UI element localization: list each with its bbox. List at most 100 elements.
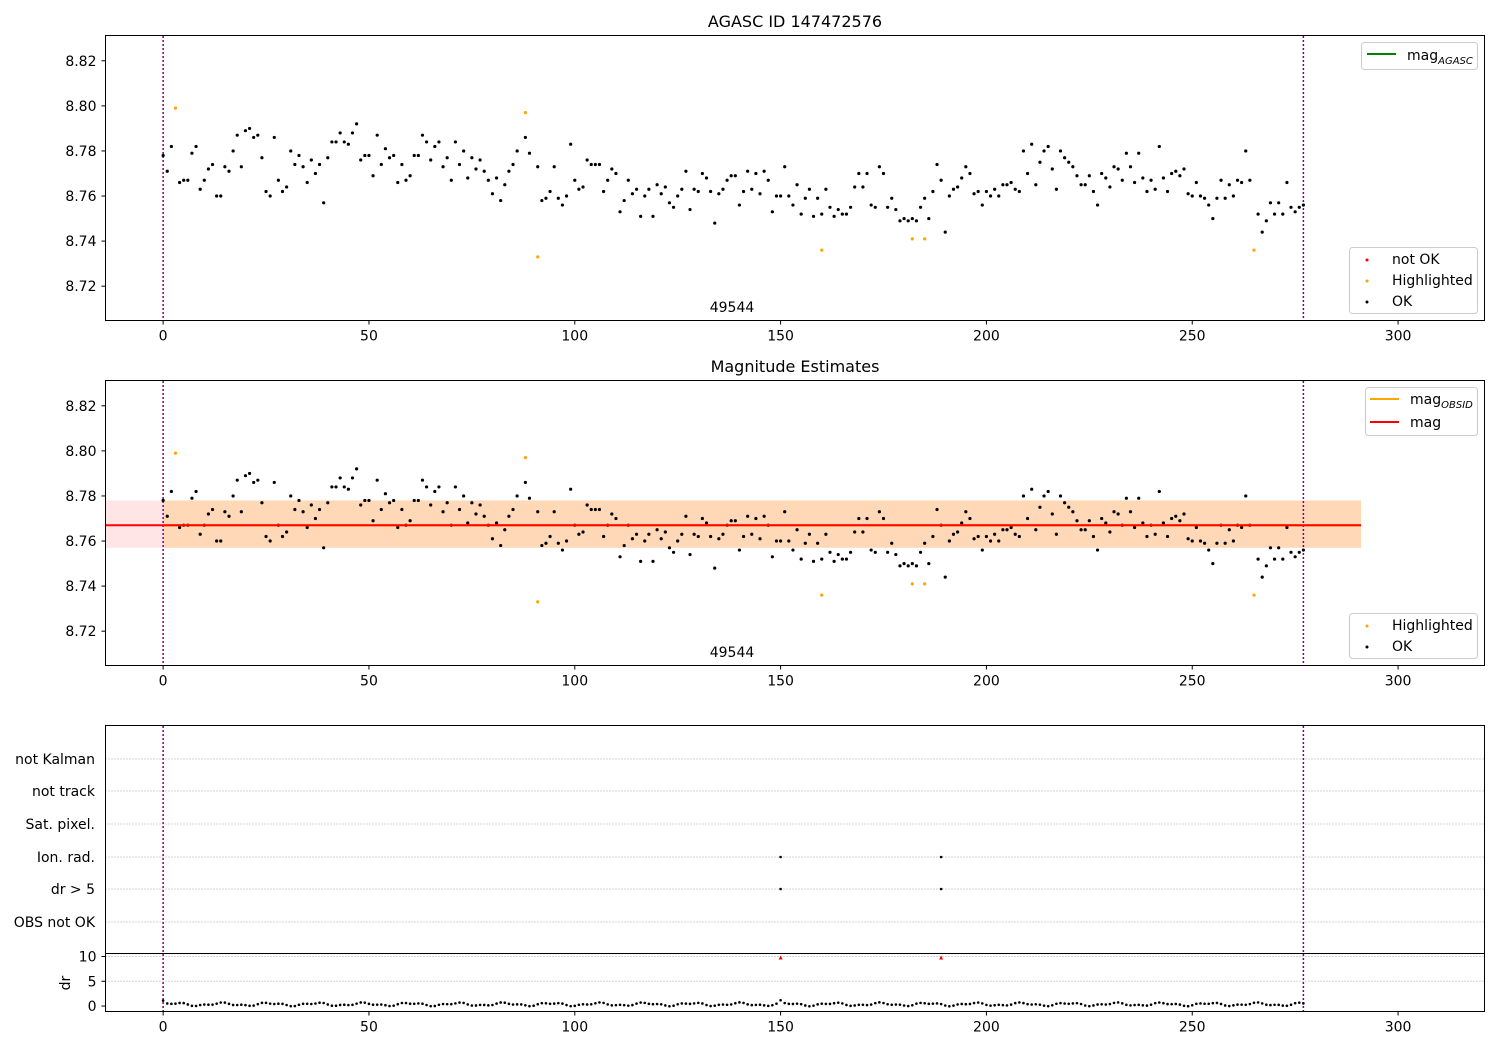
data-point-ok xyxy=(371,519,375,523)
data-point-ok xyxy=(787,539,791,543)
data-point-ok xyxy=(647,187,651,191)
dr-point xyxy=(359,1001,363,1004)
data-point-ok xyxy=(1260,230,1264,234)
dr-point xyxy=(664,1004,667,1007)
data-point-ok xyxy=(552,510,556,514)
dr-point xyxy=(717,1003,721,1007)
data-point-ok xyxy=(210,507,215,512)
data-point-ok xyxy=(914,219,919,223)
dr-point xyxy=(425,1003,428,1007)
data-point-ok xyxy=(540,543,544,548)
dr-point xyxy=(499,1001,502,1004)
data-point-ok xyxy=(256,478,260,482)
dr-point xyxy=(738,1001,741,1004)
data-point-ok xyxy=(367,153,371,158)
dr-point xyxy=(338,1003,342,1007)
data-point-ok xyxy=(1264,219,1268,223)
dr-point xyxy=(207,1003,210,1007)
data-point-ok xyxy=(1009,180,1013,185)
data-point-ok xyxy=(161,153,165,158)
data-point-ok xyxy=(215,194,219,198)
dr-point xyxy=(643,1001,647,1005)
dr-point xyxy=(1178,1003,1182,1006)
data-point-ok xyxy=(853,185,857,189)
data-point-ok xyxy=(1001,183,1005,187)
data-point-ok xyxy=(462,149,466,153)
data-point-ok xyxy=(988,194,993,198)
data-point-ok xyxy=(1100,171,1104,176)
dr-point xyxy=(972,1001,976,1005)
dr-point xyxy=(1026,1002,1029,1006)
data-point-ok xyxy=(898,219,902,223)
dr-point xyxy=(511,1003,515,1006)
y-tick-label: 5 xyxy=(88,974,97,990)
data-point-ok xyxy=(239,165,243,169)
data-point-ok xyxy=(618,555,622,559)
data-point-ok xyxy=(1133,180,1137,185)
data-point-ok xyxy=(1120,178,1124,182)
dr-point xyxy=(1269,1003,1272,1007)
data-point-ok xyxy=(544,541,548,545)
data-point-ok xyxy=(359,158,363,162)
data-point-ok xyxy=(346,487,350,491)
data-point-ok xyxy=(676,194,680,198)
data-point-ok xyxy=(252,480,256,485)
data-point-highlighted xyxy=(536,255,540,259)
data-point-ok xyxy=(729,174,733,178)
data-point-ok xyxy=(305,180,309,185)
dr-point xyxy=(322,1001,325,1005)
data-point-ok xyxy=(1030,487,1034,491)
data-point-ok xyxy=(363,498,367,503)
data-point-ok xyxy=(939,178,943,182)
dr-point xyxy=(886,1002,889,1006)
data-point-ok xyxy=(523,135,527,140)
data-point-ok xyxy=(931,189,935,194)
data-point-ok xyxy=(824,187,828,191)
x-tick-label: 200 xyxy=(973,674,1000,690)
dr-point xyxy=(750,1003,754,1007)
data-point-ok xyxy=(470,156,474,160)
data-point-ok xyxy=(1054,187,1058,191)
dr-exceed-marker xyxy=(778,955,783,960)
data-point-ok xyxy=(556,541,560,545)
dr-point xyxy=(989,1004,992,1007)
dr-point xyxy=(524,1003,527,1007)
data-point-ok xyxy=(820,557,824,561)
data-point-ok xyxy=(437,140,441,144)
data-point-ok xyxy=(194,144,198,149)
data-point-ok xyxy=(844,212,849,216)
data-point-ok xyxy=(330,140,334,144)
y-tick-label: 8.78 xyxy=(65,144,96,160)
dr-point xyxy=(565,1003,568,1007)
data-point-ok xyxy=(758,537,762,541)
data-point-ok xyxy=(1178,174,1182,178)
data-point-ok xyxy=(993,532,997,536)
data-point-ok xyxy=(799,557,803,561)
data-point-ok xyxy=(1161,176,1166,180)
dr-point xyxy=(705,1003,708,1007)
data-point-ok xyxy=(783,165,787,169)
dr-point xyxy=(1203,1002,1206,1006)
data-point-ok xyxy=(1272,212,1277,216)
data-point-ok xyxy=(840,212,844,216)
data-point-ok xyxy=(400,507,404,512)
dr-point xyxy=(1141,1004,1145,1007)
dr-point xyxy=(968,1002,972,1006)
data-point-ok xyxy=(433,489,437,494)
dr-point xyxy=(202,1003,206,1006)
data-point-ok xyxy=(1165,189,1170,194)
data-point-ok xyxy=(803,196,807,200)
dr-point xyxy=(931,1002,935,1005)
panel3-data xyxy=(105,726,1485,953)
data-point-ok xyxy=(1128,165,1133,169)
dr-point xyxy=(1063,1002,1066,1005)
legend2-highlighted-marker xyxy=(1365,624,1369,628)
data-point-ok xyxy=(634,187,639,191)
dr-point xyxy=(1055,1002,1058,1006)
data-point-ok xyxy=(569,487,573,491)
data-point-ok xyxy=(696,189,700,194)
dr-point xyxy=(540,1001,544,1005)
data-point-ok xyxy=(1149,178,1153,182)
data-point-ok xyxy=(713,566,717,570)
data-point-ok xyxy=(486,178,490,182)
